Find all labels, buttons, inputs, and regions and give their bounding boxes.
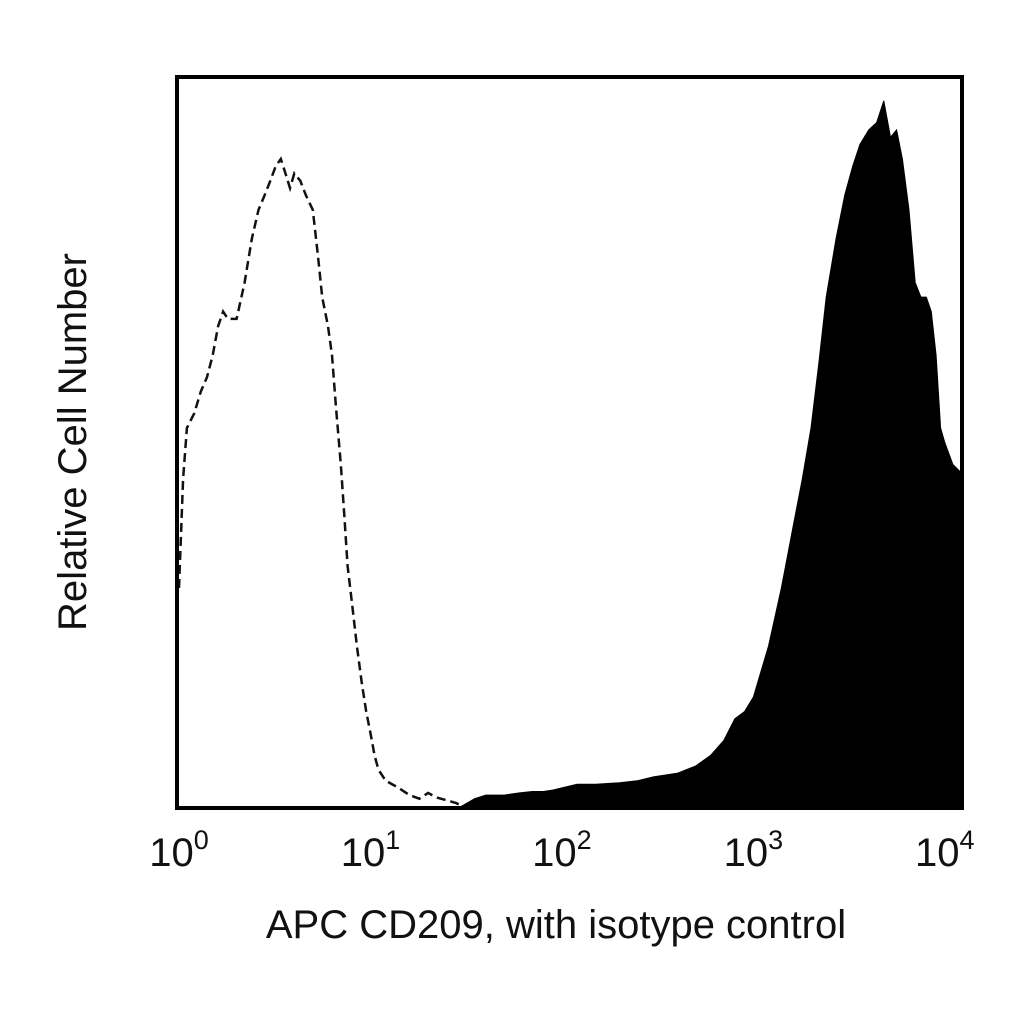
x-tick-label-3: 103 bbox=[724, 825, 784, 875]
x-tick-labels: 100 101 102 103 104 bbox=[149, 825, 974, 875]
series-apc-cd209 bbox=[459, 100, 961, 807]
x-tick-label-2: 102 bbox=[532, 825, 592, 875]
x-axis-label: APC CD209, with isotype control bbox=[266, 903, 846, 947]
x-tick-label-0: 100 bbox=[149, 825, 209, 875]
plot-frame bbox=[175, 75, 964, 810]
series-isotype-control bbox=[177, 156, 463, 808]
y-axis-label: Relative Cell Number bbox=[51, 253, 95, 631]
series-layer bbox=[177, 100, 961, 808]
x-tick-label-4: 104 bbox=[915, 825, 975, 875]
x-tick-label-1: 101 bbox=[341, 825, 401, 875]
